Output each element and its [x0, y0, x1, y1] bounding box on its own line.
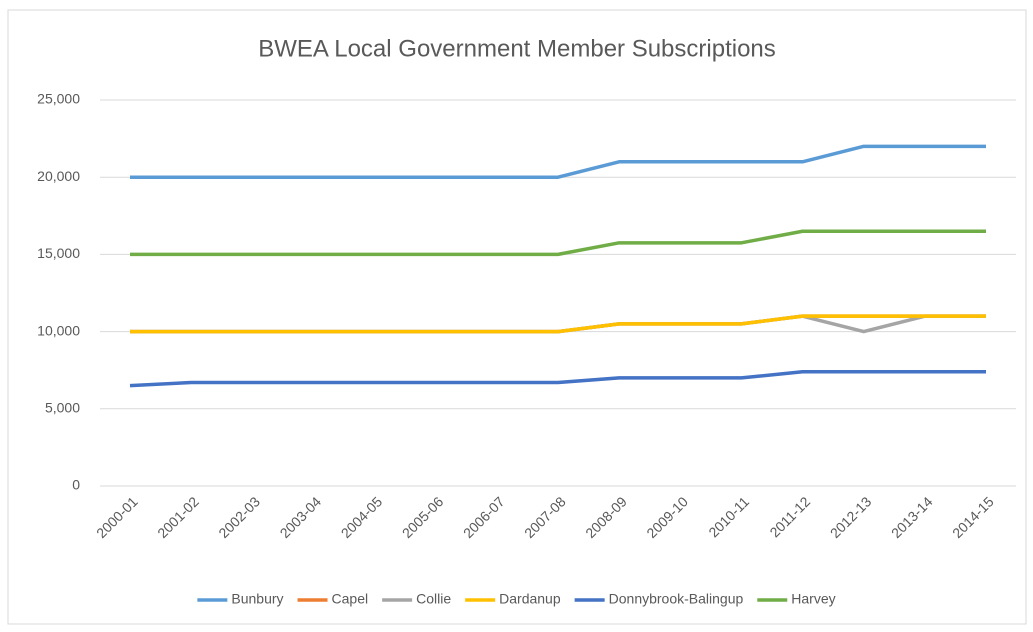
legend-label: Donnybrook-Balingup: [609, 591, 744, 607]
series-line: [130, 144, 986, 179]
y-tick-label: 20,000: [37, 168, 80, 184]
series-line: [130, 229, 986, 257]
series-line: [129, 369, 986, 388]
legend-label: Dardanup: [499, 591, 561, 607]
y-tick-label: 15,000: [37, 245, 80, 261]
series-line: [130, 314, 986, 334]
legend-label: Harvey: [791, 591, 835, 607]
y-tick-label: 5,000: [45, 400, 80, 416]
legend: Bunbury Capel Collie Dardanup Donnybrook-Bal…: [197, 591, 836, 607]
legend-label: Capel: [332, 591, 369, 607]
y-tick-label: 0: [72, 477, 80, 493]
legend-label: Collie: [416, 591, 451, 607]
chart-title: BWEA Local Government Member Subscriptio…: [258, 35, 776, 62]
y-tick-label: 10,000: [37, 322, 80, 338]
y-tick-label: 25,000: [37, 91, 80, 107]
legend-label: Bunbury: [231, 591, 283, 607]
